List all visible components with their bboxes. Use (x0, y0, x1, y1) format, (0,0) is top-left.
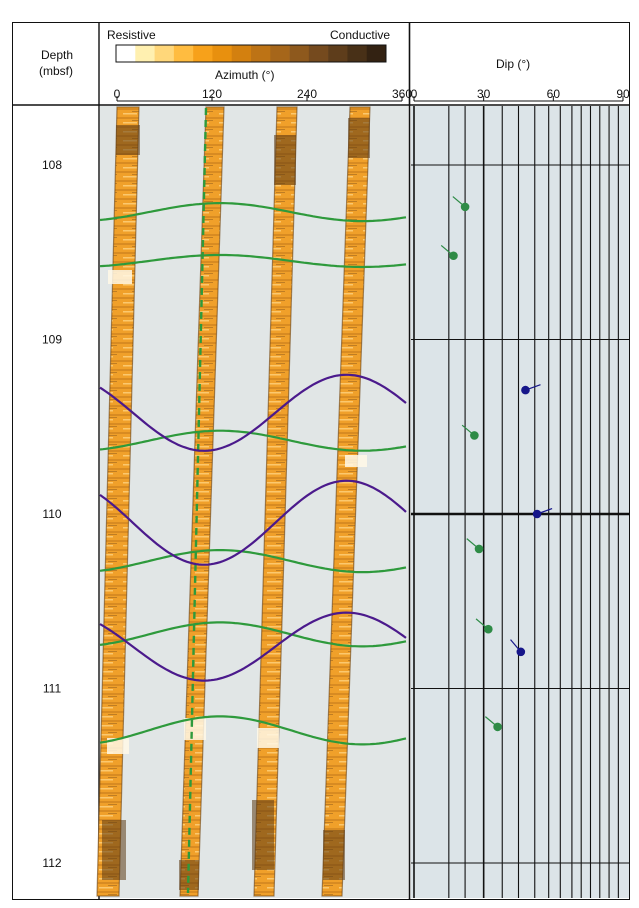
fms-pad-edge (179, 106, 225, 897)
dip-tick-label: 30 (477, 87, 491, 101)
color-scale-swatch (270, 45, 290, 62)
dip-tadpole (532, 509, 542, 519)
green-sinusoid (99, 202, 407, 223)
dip-tadpole (474, 544, 484, 554)
color-scale-swatch (116, 45, 136, 62)
dip-tadpole (470, 431, 479, 440)
fms-pad-edge (96, 106, 140, 897)
fms-pad-image (322, 107, 370, 896)
resistive-band (345, 455, 367, 467)
dip-tadpole (521, 385, 530, 395)
conductive-band (348, 118, 370, 158)
resistive-band (257, 728, 279, 748)
azimuth-tick-label: 120 (202, 87, 222, 101)
dip-tadpole (484, 624, 493, 634)
green-dashed-line (186, 107, 208, 894)
depth-tick-label: 112 (42, 856, 61, 870)
color-scale-swatch (231, 45, 252, 62)
dip-tadpole (460, 202, 470, 212)
depth-tick-label: 110 (42, 507, 61, 521)
color-scale-swatch (154, 45, 175, 62)
color-scale-border (115, 44, 387, 63)
dip-tick-label: 60 (547, 87, 561, 101)
conductive-band (252, 800, 274, 870)
fms-pad-image (180, 107, 224, 896)
dip-panel-background (411, 106, 629, 898)
dip-tadpole (516, 647, 526, 657)
depth-tick-label: 108 (42, 158, 62, 172)
purple-sinusoid (99, 611, 407, 682)
color-scale-swatch (135, 45, 155, 62)
conductive-band (116, 125, 140, 155)
color-scale-swatch (173, 45, 194, 62)
depth-tick-label: 109 (42, 333, 62, 347)
green-sinusoid (99, 429, 407, 452)
figure-frame (12, 22, 630, 900)
dip-tadpole (449, 251, 458, 261)
azimuth-tick-label: 240 (297, 87, 317, 101)
depth-tick-label: 111 (43, 682, 62, 696)
color-scale-swatch (251, 45, 271, 62)
azimuth-axis-label: Azimuth (°) (215, 68, 275, 82)
azimuth-tick-label: 0 (114, 87, 121, 101)
resistive-band (108, 270, 132, 284)
purple-sinusoid (99, 373, 407, 452)
conductive-band (323, 830, 345, 880)
dip-tadpole (493, 722, 502, 732)
dip-axis-label: Dip (°) (496, 57, 531, 71)
color-scale-swatch (366, 45, 387, 62)
conductive-band (102, 820, 126, 880)
dip-tick-label: 0 (411, 87, 418, 101)
dip-tick-label: 90 (616, 87, 630, 101)
color-scale-swatch (289, 45, 310, 62)
resistive-label: Resistive (107, 28, 156, 42)
depth-unit: (mbsf) (39, 64, 73, 78)
fms-pad-image (97, 107, 139, 896)
conductive-band (179, 860, 199, 890)
azimuth-tick-label: 360 (392, 87, 412, 101)
depth-header: Depth (41, 48, 74, 62)
fms-pad-edge (253, 106, 298, 897)
resistive-band (184, 718, 206, 740)
purple-sinusoid (99, 479, 407, 566)
green-sinusoid (99, 549, 407, 574)
fms-pad-image (254, 107, 297, 896)
fms-pad-edge (321, 106, 371, 897)
conductive-label: Conductive (330, 28, 391, 42)
color-scale-swatch (347, 45, 368, 62)
color-scale-swatch (212, 45, 233, 62)
conductive-band (274, 135, 296, 185)
resistive-band (107, 738, 129, 754)
green-sinusoid (99, 621, 407, 648)
color-scale-swatch (193, 45, 213, 62)
green-sinusoid (99, 715, 407, 746)
green-sinusoid (99, 253, 407, 269)
color-scale-swatch (328, 45, 348, 62)
color-scale-swatch (308, 45, 329, 62)
